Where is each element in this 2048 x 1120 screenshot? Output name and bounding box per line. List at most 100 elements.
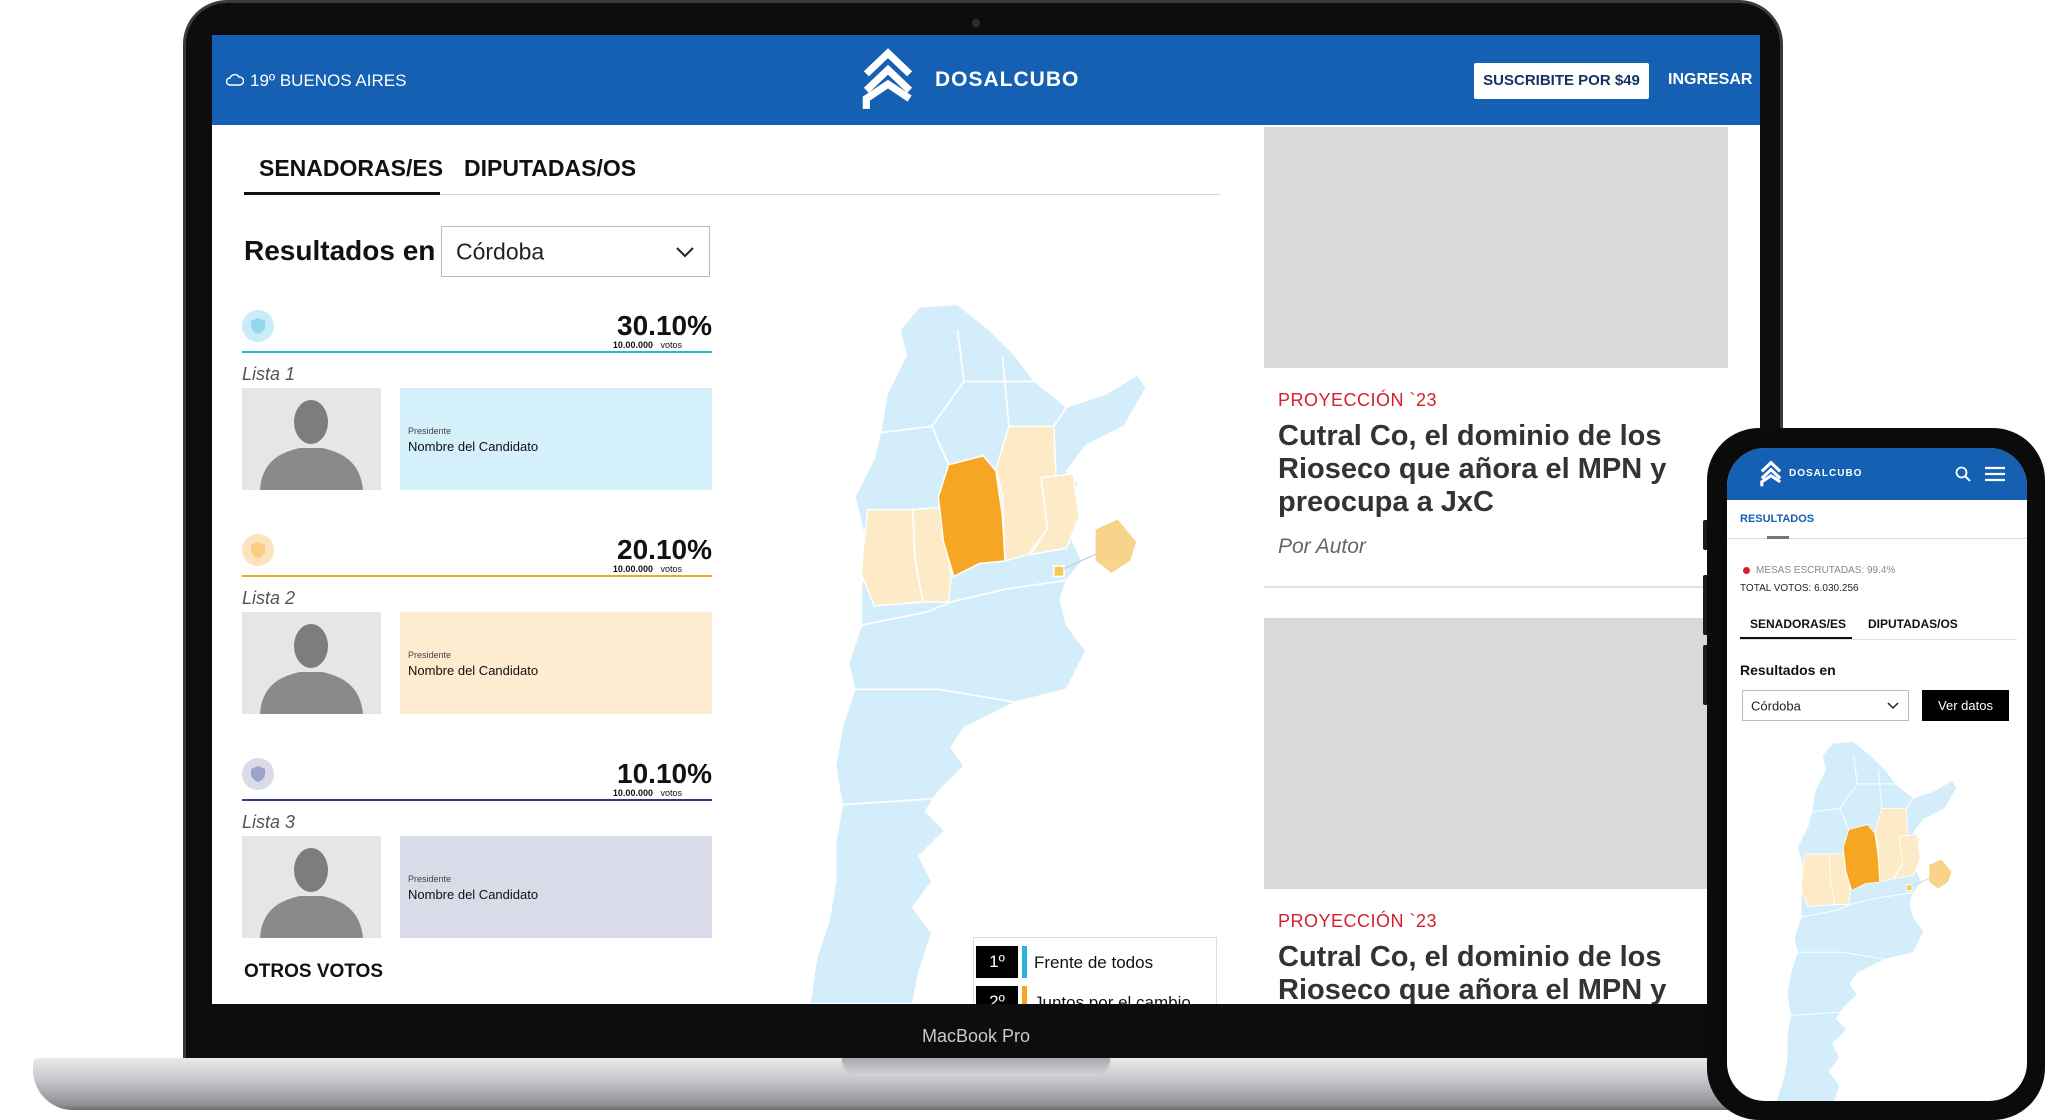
section-rule xyxy=(1727,538,2027,539)
section-label[interactable]: RESULTADOS xyxy=(1740,513,1815,525)
chevron xyxy=(1887,702,1899,710)
votes-count: 10.00.000 xyxy=(612,564,653,574)
votes-count: 10.00.000 xyxy=(612,788,653,798)
search-icon[interactable] xyxy=(1955,466,1971,482)
party-icon xyxy=(242,534,274,566)
device-label: MacBook Pro xyxy=(921,1026,1031,1046)
divider xyxy=(1264,586,1728,588)
logo[interactable]: DOSALCUBO xyxy=(935,68,1080,91)
tab[interactable]: SENADORAS/ES xyxy=(259,155,444,181)
results-label: Resultados en xyxy=(244,235,436,266)
laptop-notch xyxy=(842,1058,1110,1076)
weather-icon xyxy=(226,73,244,86)
province-select[interactable]: Córdoba xyxy=(1742,690,1909,721)
total-votes: TOTAL VOTOS: 6.030.256 xyxy=(1740,583,1859,594)
legend: 1º Frente de todos 2º Juntos por el camb… xyxy=(973,937,1217,1004)
article-kicker: PROYECCIÓN `23 xyxy=(1278,390,1438,410)
map[interactable] xyxy=(1773,738,1959,1101)
article-image[interactable] xyxy=(1264,127,1728,368)
laptop-screen: 19º BUENOS AIRES DOSALCUBO SUSCRIBITE PO… xyxy=(212,35,1760,1004)
phone-button xyxy=(1703,520,1709,550)
percent: 30.10% xyxy=(617,310,712,341)
candidate-role: Presidente xyxy=(408,426,452,436)
article-title[interactable]: Cutral Co, el dominio de los Rioseco que… xyxy=(1278,941,1667,1004)
candidate-card[interactable]: Presidente Nombre del Candidato xyxy=(400,612,712,714)
subscribe-button[interactable]: SUSCRIBITE POR $49 xyxy=(1474,63,1649,99)
article-author: Por Autor xyxy=(1278,535,1366,558)
logo[interactable]: DOSALCUBO xyxy=(1789,468,1863,479)
phone-screen: DOSALCUBO RESULTADOS MESAS ESCRUTADAS: 9… xyxy=(1727,448,2027,1101)
view-data-button[interactable]: Ver datos xyxy=(1922,690,2009,721)
legend-rank: 1º xyxy=(976,946,1018,978)
weather: 19º BUENOS AIRES xyxy=(250,71,407,90)
party-icon xyxy=(242,310,274,342)
candidate-card[interactable]: Presidente Nombre del Candidato xyxy=(400,836,712,938)
tab-underline xyxy=(1740,637,1852,639)
party-icon xyxy=(242,758,274,790)
silhouette xyxy=(242,388,381,490)
menu-icon[interactable] xyxy=(1985,466,2005,482)
section-indicator xyxy=(1767,536,1789,539)
legend-swatch xyxy=(1022,986,1027,1004)
login-link[interactable]: INGRESAR xyxy=(1668,71,1753,88)
phone-button xyxy=(1703,645,1709,705)
candidate-name: Nombre del Candidato xyxy=(408,887,539,902)
tab[interactable]: DIPUTADAS/OS xyxy=(1868,617,1958,631)
votes-unit: votos xyxy=(660,564,682,574)
candidate-photo xyxy=(242,612,381,714)
province-select[interactable]: Córdoba xyxy=(441,226,710,277)
list-name: Lista 3 xyxy=(242,812,296,832)
chevron xyxy=(676,247,694,258)
votes-count: 10.00.000 xyxy=(612,340,653,350)
legend-label: Juntos por el cambio xyxy=(1034,993,1191,1004)
list-name: Lista 1 xyxy=(242,364,296,384)
status-dot xyxy=(1743,567,1750,574)
silhouette xyxy=(242,836,381,938)
candidate-name: Nombre del Candidato xyxy=(408,663,539,678)
province: Córdoba xyxy=(1751,698,1801,713)
camera xyxy=(972,19,980,27)
votes-unit: votos xyxy=(660,788,682,798)
article-kicker: PROYECCIÓN `23 xyxy=(1278,911,1438,931)
candidate-role: Presidente xyxy=(408,874,452,884)
list-name: Lista 2 xyxy=(242,588,296,608)
article-image[interactable] xyxy=(1264,618,1728,889)
tab-rule xyxy=(244,194,1220,195)
list-rule xyxy=(242,351,712,353)
tab-underline xyxy=(244,192,440,195)
phone-button xyxy=(1703,575,1709,635)
shield xyxy=(251,542,265,558)
province: Córdoba xyxy=(456,238,545,264)
votes: 10.00.000 votos xyxy=(613,788,682,798)
legend-rank: 2º xyxy=(976,986,1018,1004)
phone-header: DOSALCUBO xyxy=(1727,448,2027,500)
legend-swatch xyxy=(1022,946,1027,978)
tab[interactable]: SENADORAS/ES xyxy=(1750,617,1847,631)
logo-icon[interactable] xyxy=(862,47,914,113)
votes: 10.00.000 votos xyxy=(613,564,682,574)
list-rule xyxy=(242,799,712,801)
candidate-photo xyxy=(242,836,381,938)
candidate-name: Nombre del Candidato xyxy=(408,439,539,454)
percent: 10.10% xyxy=(617,758,712,789)
list-rule xyxy=(242,575,712,577)
shield xyxy=(251,766,265,782)
votes: 10.00.000 votos xyxy=(613,340,682,350)
tab-rule xyxy=(1740,639,2017,640)
tab[interactable]: DIPUTADAS/OS xyxy=(464,155,637,181)
tables-counted: MESAS ESCRUTADAS: 99.4% xyxy=(1756,565,1896,576)
logo-icon[interactable] xyxy=(1760,460,1782,488)
results-label: Resultados en xyxy=(1740,662,1836,678)
map[interactable] xyxy=(810,298,1150,1004)
shield xyxy=(251,318,265,334)
percent: 20.10% xyxy=(617,534,712,565)
candidate-photo xyxy=(242,388,381,490)
candidate-card[interactable]: Presidente Nombre del Candidato xyxy=(400,388,712,490)
silhouette xyxy=(242,612,381,714)
legend-label: Frente de todos xyxy=(1034,953,1154,972)
article-title[interactable]: Cutral Co, el dominio de los Rioseco que… xyxy=(1278,420,1667,518)
votes-unit: votos xyxy=(660,340,682,350)
other-votes: OTROS VOTOS xyxy=(244,961,384,982)
candidate-role: Presidente xyxy=(408,650,452,660)
